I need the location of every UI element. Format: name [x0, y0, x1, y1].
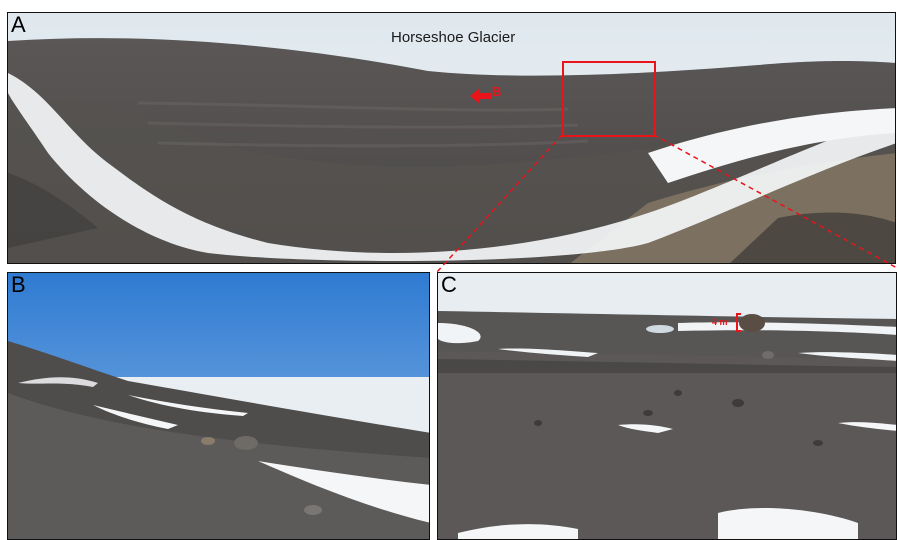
scale-label: 4 m	[712, 317, 728, 327]
panel-c-letter: C	[441, 272, 457, 297]
panel-c-photo: C 4 m	[437, 272, 897, 540]
panel-a-landscape	[8, 13, 895, 263]
panel-b-letter: B	[11, 272, 26, 297]
panel-a-letter: A	[11, 12, 26, 37]
panel-b-landscape	[8, 273, 429, 539]
panel-b-photo: B	[7, 272, 430, 540]
marker-b-label: B	[492, 84, 502, 99]
panel-a-photo: A Horseshoe Glacier B	[7, 12, 896, 264]
glacier-label: Horseshoe Glacier	[391, 29, 516, 46]
panel-c-landscape	[438, 273, 896, 539]
